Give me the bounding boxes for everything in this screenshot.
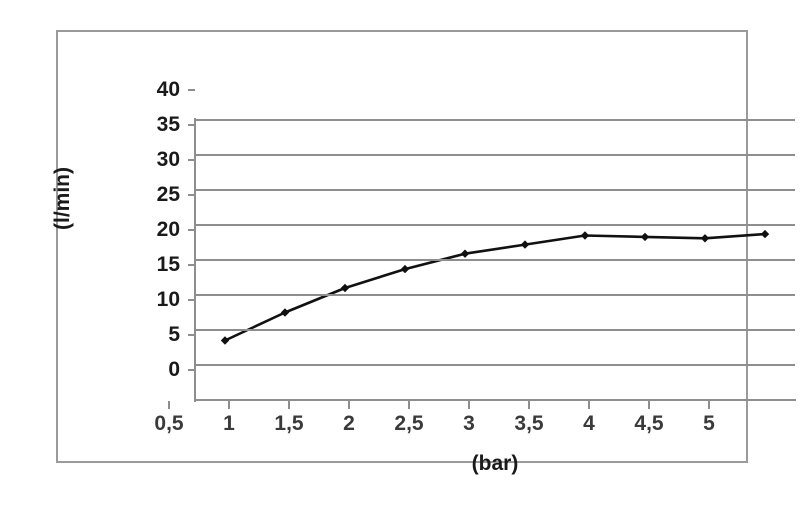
y-axis-tick-label: 30 — [156, 148, 180, 171]
gridline — [195, 329, 795, 331]
x-axis-tick-mark — [528, 401, 530, 409]
gridline — [195, 294, 795, 296]
x-axis-tick-label: 3 — [463, 412, 475, 435]
data-point-marker — [760, 229, 770, 239]
x-axis-tick-mark — [648, 401, 650, 409]
gridline — [195, 189, 795, 191]
y-axis-tick-label: 20 — [156, 218, 180, 241]
y-axis-title: (l/min) — [51, 167, 74, 230]
y-axis-tick-mark — [188, 369, 195, 371]
x-axis-tick-mark — [408, 401, 410, 409]
y-axis-tick-mark — [188, 194, 195, 196]
gridline — [195, 399, 795, 401]
x-axis-tick-label: 2 — [343, 412, 355, 435]
plot-area — [195, 119, 795, 401]
y-axis-tick-mark — [188, 159, 195, 161]
y-axis-tick-label: 35 — [156, 113, 180, 136]
x-axis-tick-mark — [348, 401, 350, 409]
data-point-marker — [340, 283, 350, 293]
gridline — [195, 154, 795, 156]
y-axis-tick-mark — [188, 124, 195, 126]
data-series-line — [220, 229, 770, 345]
y-axis-tick-label: 10 — [156, 288, 180, 311]
x-axis-tick-label: 1,5 — [274, 412, 304, 435]
data-point-marker — [220, 336, 230, 345]
y-axis-tick-mark — [188, 334, 195, 336]
gridline — [195, 364, 795, 366]
x-axis-tick-label: 0,5 — [154, 412, 184, 435]
x-axis-tick-mark — [228, 401, 230, 409]
y-axis-tick-mark — [188, 229, 195, 231]
y-axis-tick-label: 25 — [156, 183, 180, 206]
x-axis-tick-label: 2,5 — [394, 412, 424, 435]
y-axis-tick-label: 0 — [168, 358, 180, 381]
data-point-marker — [700, 234, 710, 243]
data-point-marker — [280, 308, 290, 317]
x-axis-tick-label: 4 — [583, 412, 595, 435]
y-axis-tick-labels: 40 35 30 25 20 15 10 5 0 — [140, 32, 180, 532]
data-point-marker — [520, 240, 530, 249]
x-axis-tick-mark — [588, 401, 590, 409]
y-axis-tick-mark — [188, 264, 195, 266]
y-axis-tick-label: 40 — [156, 78, 180, 101]
x-axis-tick-mark — [288, 401, 290, 409]
y-axis-tick-label: 5 — [168, 323, 180, 346]
data-point-marker — [640, 232, 650, 242]
x-axis-tick-label: 1 — [223, 412, 235, 435]
series-polyline — [224, 232, 766, 342]
x-axis-title: (bar) — [471, 452, 519, 475]
gridline — [195, 259, 795, 261]
x-axis-tick-label: 5 — [703, 412, 715, 435]
gridline — [195, 119, 795, 121]
y-axis-tick-label: 15 — [156, 253, 180, 276]
x-axis-tick-mark — [468, 401, 470, 409]
data-point-marker — [580, 231, 590, 240]
x-axis-tick-mark — [708, 401, 710, 409]
y-axis-tick-mark — [188, 89, 195, 91]
chart-frame: (l/min) 40 35 30 25 20 15 10 5 0 (bar) 0,5 1 1,5 2 2… — [51, 30, 796, 475]
y-axis-tick-mark — [188, 299, 195, 301]
x-axis-tick-label: 3,5 — [514, 412, 544, 435]
data-point-marker — [400, 264, 410, 274]
x-axis-tick-label: 4,5 — [634, 412, 664, 435]
gridline — [195, 224, 795, 226]
x-axis-tick-mark — [168, 401, 170, 409]
data-point-marker — [460, 249, 470, 258]
